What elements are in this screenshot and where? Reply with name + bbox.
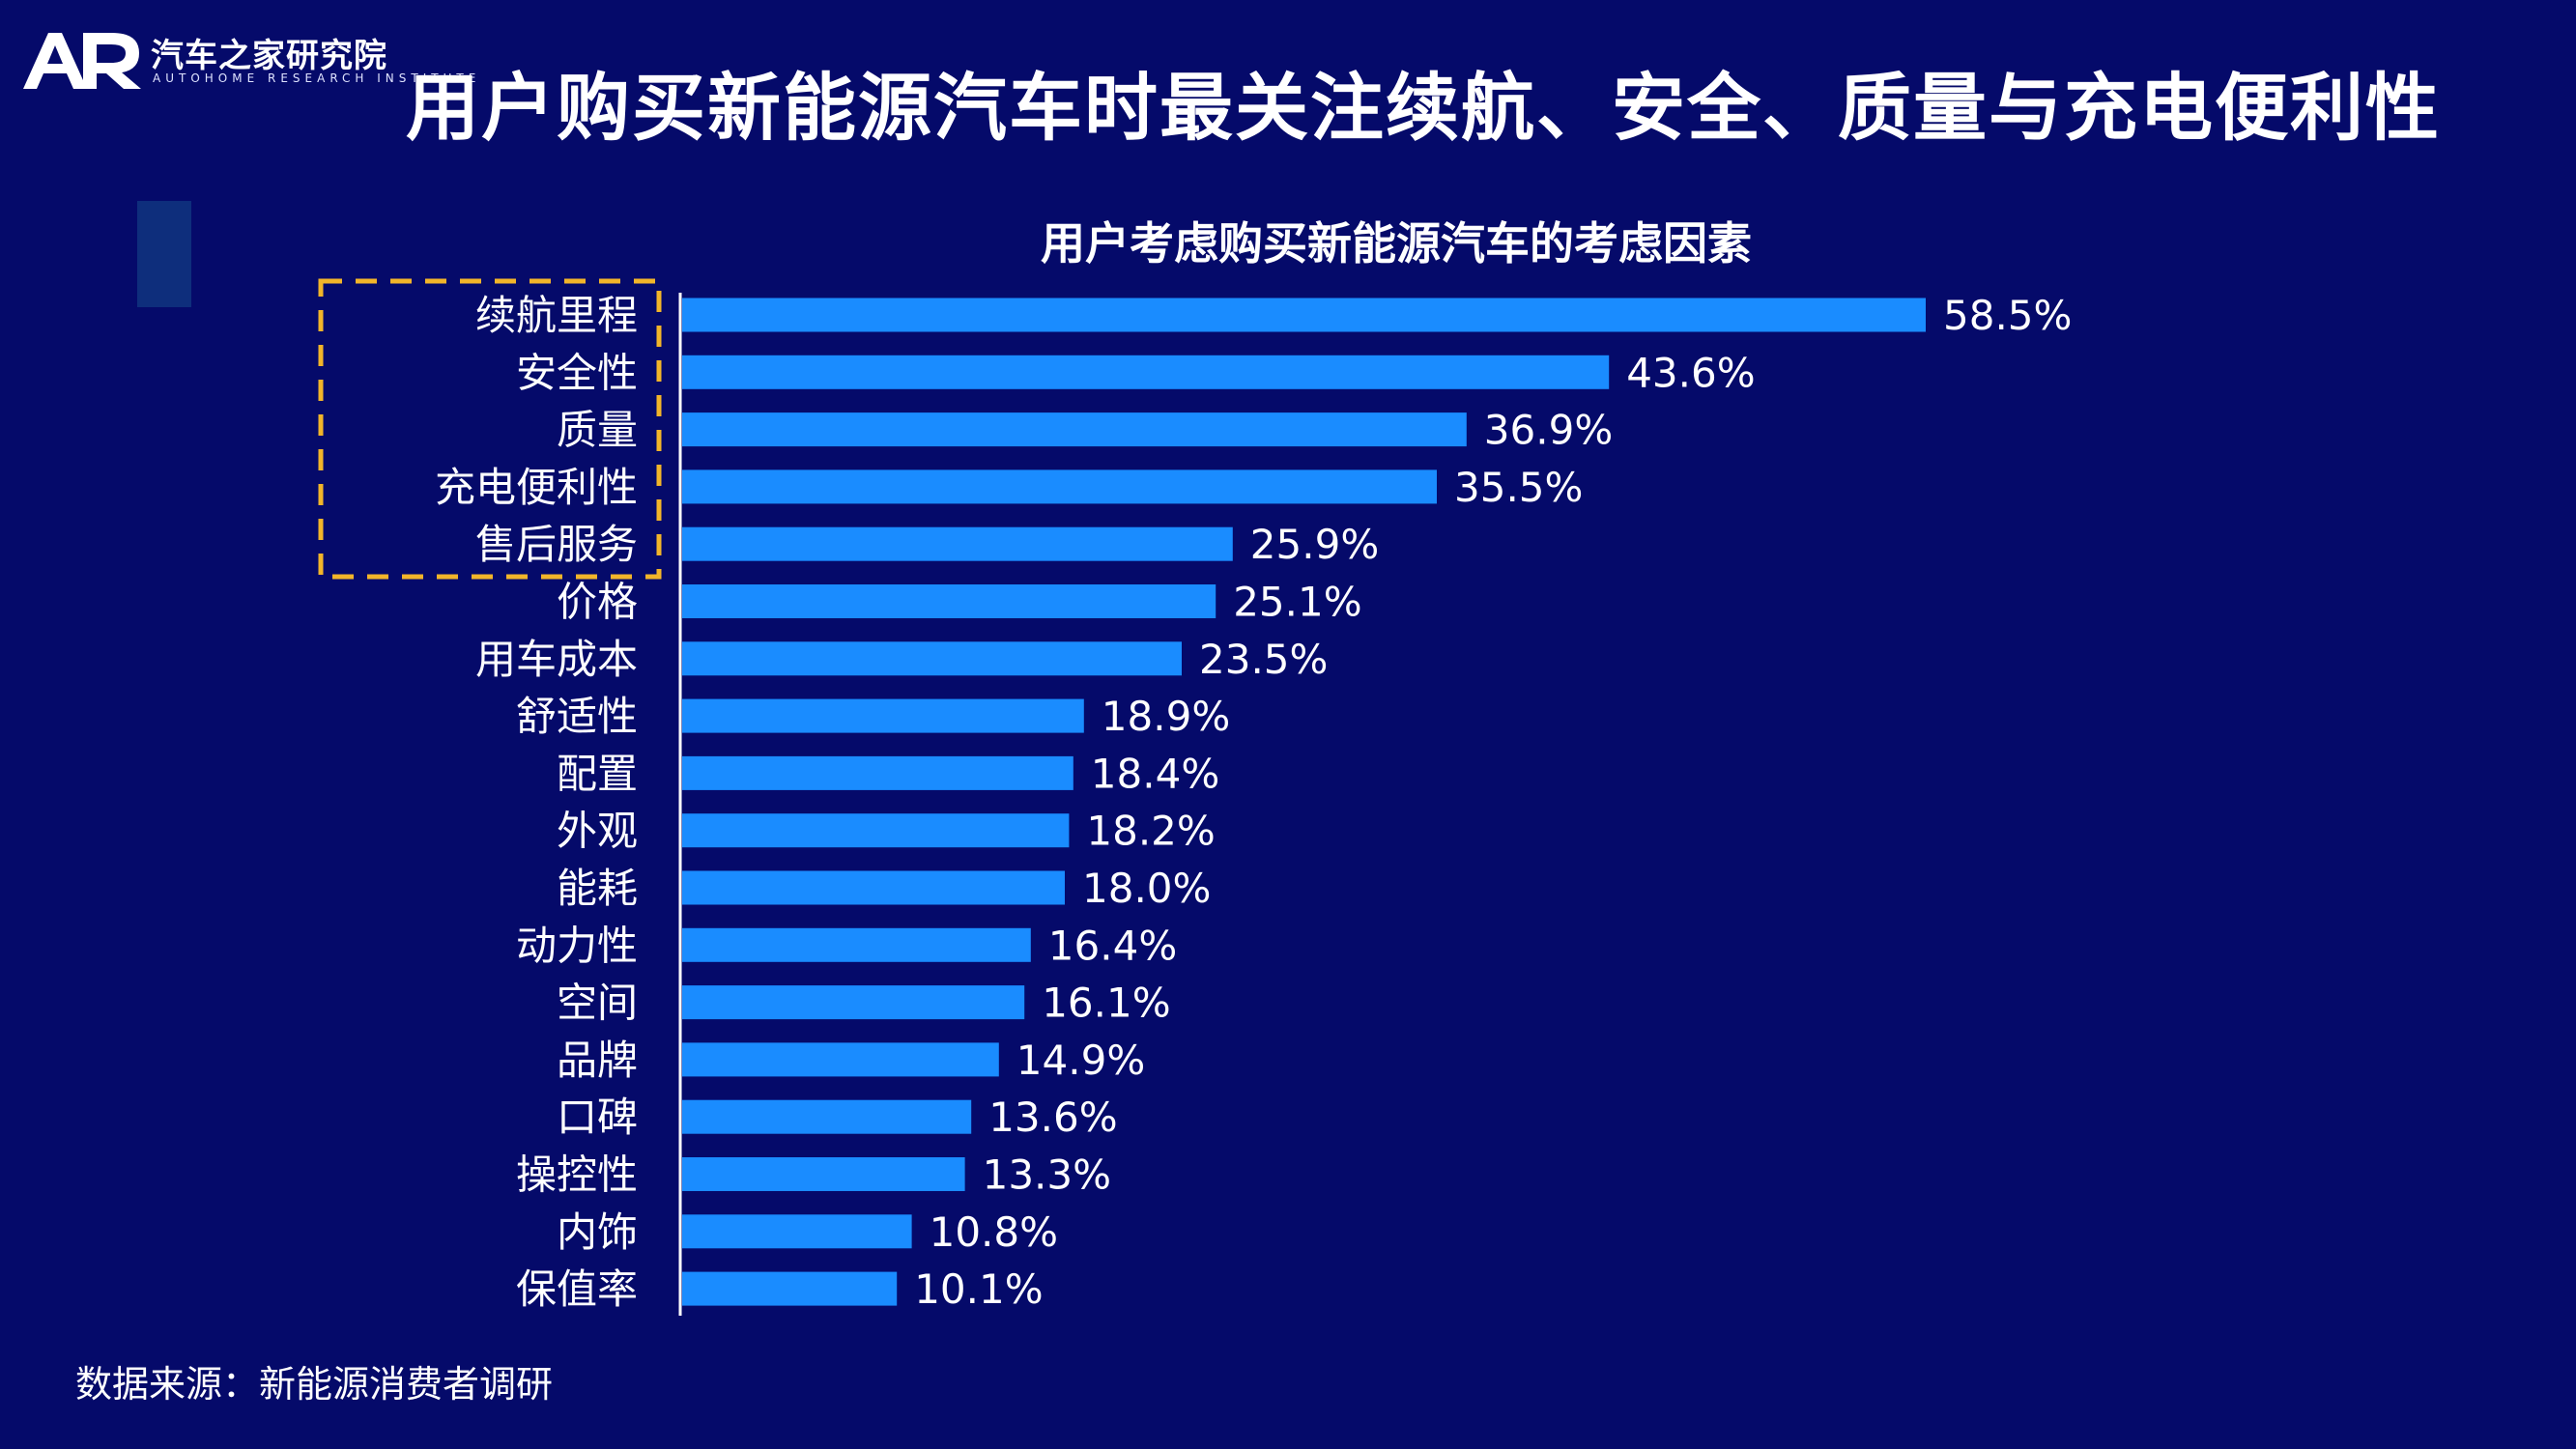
bar-10 xyxy=(682,813,1070,848)
value-label: 13.3% xyxy=(983,1151,1111,1199)
category-label: 安全性 xyxy=(516,349,638,396)
bar-7 xyxy=(682,641,1182,676)
category-label: 操控性 xyxy=(516,1151,638,1199)
logo: 汽车之家研究院 AUTOHOME RESEARCH INSTITUTE xyxy=(19,27,475,95)
value-label: 36.9% xyxy=(1484,407,1613,454)
category-label: 外观 xyxy=(557,808,638,855)
value-label: 10.1% xyxy=(914,1265,1043,1313)
logo-subtitle: AUTOHOME RESEARCH INSTITUTE xyxy=(153,71,481,85)
bar-5 xyxy=(682,526,1233,561)
category-label: 动力性 xyxy=(516,922,638,969)
value-label: 18.0% xyxy=(1082,865,1211,912)
page-title: 用户购买新能源汽车时最关注续航、安全、质量与充电便利性 xyxy=(406,65,2441,151)
bar-11 xyxy=(682,870,1065,905)
value-label: 23.5% xyxy=(1199,636,1328,683)
value-label: 58.5% xyxy=(1943,292,2072,339)
category-label: 保值率 xyxy=(516,1265,638,1313)
category-label: 口碑 xyxy=(557,1094,638,1141)
category-label: 舒适性 xyxy=(516,693,638,740)
category-label: 续航里程 xyxy=(475,292,638,339)
value-label: 25.1% xyxy=(1233,579,1361,626)
bar-4 xyxy=(682,469,1437,504)
bar-15 xyxy=(682,1099,972,1134)
value-label: 18.9% xyxy=(1102,693,1230,740)
bar-14 xyxy=(682,1042,999,1077)
bar-12 xyxy=(682,927,1031,962)
logo-name: 汽车之家研究院 xyxy=(151,37,387,75)
value-label: 16.4% xyxy=(1048,922,1177,969)
value-label: 10.8% xyxy=(930,1208,1058,1256)
highlight-box xyxy=(318,278,662,580)
category-label: 品牌 xyxy=(557,1037,638,1084)
category-label: 用车成本 xyxy=(475,636,638,683)
value-label: 13.6% xyxy=(988,1094,1117,1141)
category-label: 配置 xyxy=(557,750,638,797)
bar-1 xyxy=(682,298,1926,332)
bar-16 xyxy=(682,1157,965,1191)
bars-group: 续航里程 58.5% 安全性 43.6% 质量 36.9% 充电便利性 35.5% 售后服务 25… xyxy=(435,292,2072,1313)
value-label: 35.5% xyxy=(1454,464,1583,511)
bar-3 xyxy=(682,412,1467,447)
category-label: 空间 xyxy=(557,980,638,1027)
source-note: 数据来源：新能源消费者调研 xyxy=(75,1363,554,1406)
chart-title: 用户考虑购买新能源汽车的考虑因素 xyxy=(1041,217,1752,270)
value-label: 18.4% xyxy=(1091,750,1219,797)
category-label: 质量 xyxy=(557,407,638,454)
category-label: 价格 xyxy=(557,579,638,626)
category-label: 能耗 xyxy=(557,865,638,912)
category-label: 内饰 xyxy=(557,1208,638,1256)
category-label: 充电便利性 xyxy=(435,464,638,511)
bar-8 xyxy=(682,698,1084,733)
bar-17 xyxy=(682,1214,912,1249)
value-label: 16.1% xyxy=(1042,980,1170,1027)
bar-6 xyxy=(682,584,1216,618)
value-label: 18.2% xyxy=(1086,808,1215,855)
value-label: 14.9% xyxy=(1016,1037,1145,1084)
bar-13 xyxy=(682,985,1025,1020)
side-marker xyxy=(137,201,191,307)
value-label: 43.6% xyxy=(1626,349,1755,396)
bar-18 xyxy=(682,1271,898,1306)
bar-9 xyxy=(682,755,1073,790)
category-label: 售后服务 xyxy=(475,521,638,568)
logo-mark-icon xyxy=(23,33,141,89)
bar-2 xyxy=(682,355,1610,389)
value-label: 25.9% xyxy=(1250,521,1379,568)
